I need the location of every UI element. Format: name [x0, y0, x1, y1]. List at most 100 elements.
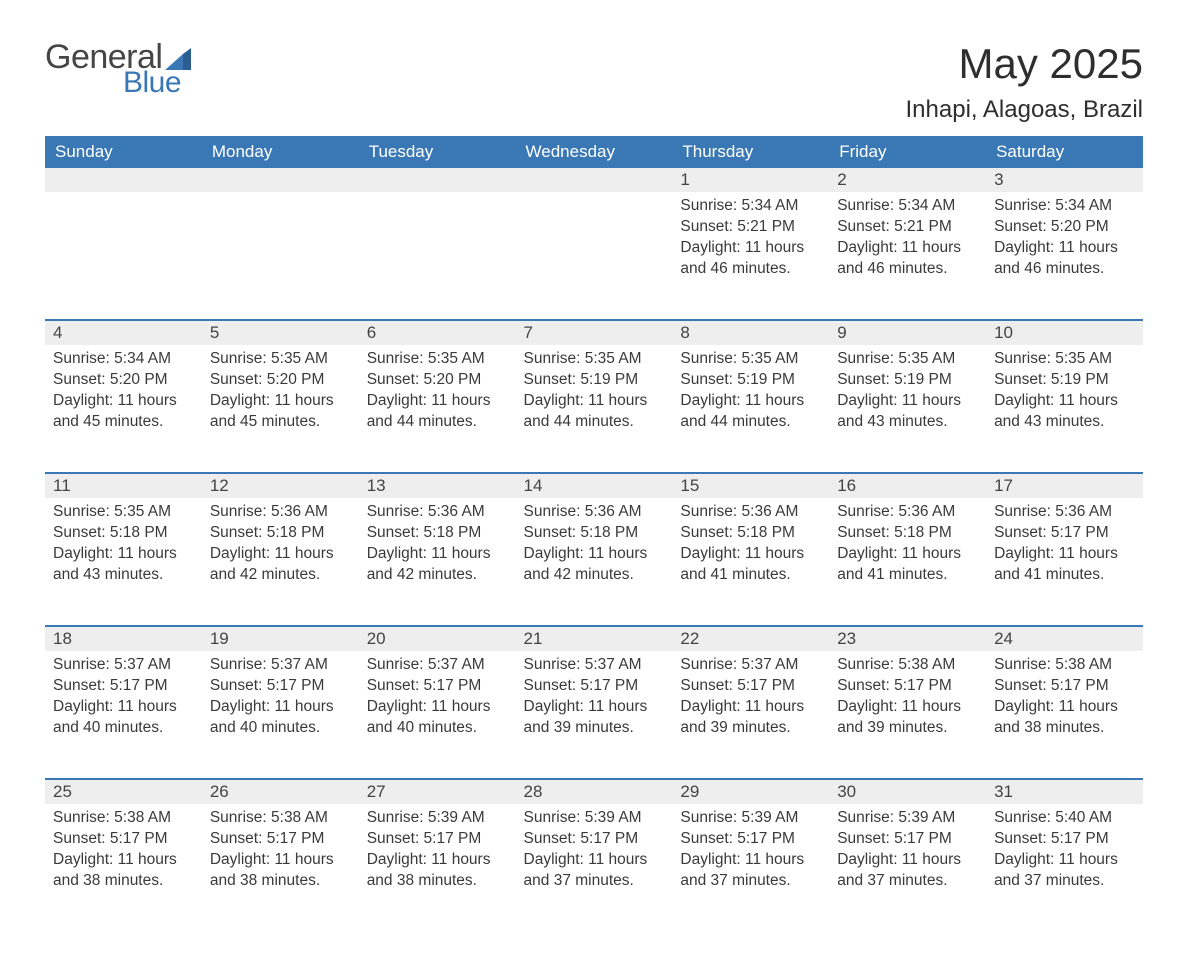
day-number: 20: [359, 626, 516, 651]
day-cell: Sunrise: 5:35 AMSunset: 5:19 PMDaylight:…: [986, 345, 1143, 473]
sunset-text: Sunset: 5:20 PM: [53, 370, 194, 391]
content-row: Sunrise: 5:35 AMSunset: 5:18 PMDaylight:…: [45, 498, 1143, 626]
sunset-text: Sunset: 5:21 PM: [680, 217, 821, 238]
daylight-text-2: and 41 minutes.: [837, 565, 978, 586]
day-cell: Sunrise: 5:34 AMSunset: 5:20 PMDaylight:…: [986, 192, 1143, 320]
day-cell: Sunrise: 5:39 AMSunset: 5:17 PMDaylight:…: [516, 804, 673, 932]
day-cell: Sunrise: 5:35 AMSunset: 5:19 PMDaylight:…: [516, 345, 673, 473]
daylight-text-1: Daylight: 11 hours: [367, 697, 508, 718]
daylight-text-1: Daylight: 11 hours: [367, 391, 508, 412]
sunrise-text: Sunrise: 5:39 AM: [367, 808, 508, 829]
day-cell: Sunrise: 5:38 AMSunset: 5:17 PMDaylight:…: [202, 804, 359, 932]
daynum-row: 18192021222324: [45, 626, 1143, 651]
day-cell: Sunrise: 5:37 AMSunset: 5:17 PMDaylight:…: [359, 651, 516, 779]
day-cell: Sunrise: 5:34 AMSunset: 5:21 PMDaylight:…: [829, 192, 986, 320]
daylight-text-1: Daylight: 11 hours: [994, 391, 1135, 412]
sunrise-text: Sunrise: 5:35 AM: [367, 349, 508, 370]
logo-text-blue: Blue: [123, 68, 191, 98]
daylight-text-1: Daylight: 11 hours: [994, 238, 1135, 259]
sunrise-text: Sunrise: 5:34 AM: [680, 196, 821, 217]
daylight-text-1: Daylight: 11 hours: [367, 850, 508, 871]
sunrise-text: Sunrise: 5:36 AM: [367, 502, 508, 523]
sunset-text: Sunset: 5:17 PM: [680, 676, 821, 697]
empty-cell: [45, 168, 202, 192]
day-number: 11: [45, 473, 202, 498]
sunrise-text: Sunrise: 5:34 AM: [837, 196, 978, 217]
sunset-text: Sunset: 5:17 PM: [994, 523, 1135, 544]
weekday-header-row: SundayMondayTuesdayWednesdayThursdayFrid…: [45, 136, 1143, 168]
logo-shape-icon: [165, 48, 191, 70]
day-number: 2: [829, 168, 986, 192]
day-cell: Sunrise: 5:38 AMSunset: 5:17 PMDaylight:…: [829, 651, 986, 779]
daylight-text-2: and 41 minutes.: [994, 565, 1135, 586]
day-cell: Sunrise: 5:36 AMSunset: 5:18 PMDaylight:…: [829, 498, 986, 626]
day-cell: Sunrise: 5:39 AMSunset: 5:17 PMDaylight:…: [359, 804, 516, 932]
sunset-text: Sunset: 5:17 PM: [524, 676, 665, 697]
sunrise-text: Sunrise: 5:39 AM: [524, 808, 665, 829]
daylight-text-1: Daylight: 11 hours: [994, 850, 1135, 871]
empty-cell: [359, 192, 516, 320]
daylight-text-1: Daylight: 11 hours: [680, 544, 821, 565]
day-number: 13: [359, 473, 516, 498]
daylight-text-2: and 43 minutes.: [837, 412, 978, 433]
sunset-text: Sunset: 5:17 PM: [994, 829, 1135, 850]
sunset-text: Sunset: 5:17 PM: [367, 676, 508, 697]
day-cell: Sunrise: 5:34 AMSunset: 5:21 PMDaylight:…: [672, 192, 829, 320]
sunset-text: Sunset: 5:17 PM: [837, 829, 978, 850]
daylight-text-1: Daylight: 11 hours: [837, 850, 978, 871]
daylight-text-1: Daylight: 11 hours: [53, 544, 194, 565]
daylight-text-1: Daylight: 11 hours: [680, 391, 821, 412]
daylight-text-2: and 37 minutes.: [837, 871, 978, 892]
empty-cell: [359, 168, 516, 192]
sunrise-text: Sunrise: 5:36 AM: [210, 502, 351, 523]
sunset-text: Sunset: 5:17 PM: [367, 829, 508, 850]
daylight-text-1: Daylight: 11 hours: [53, 391, 194, 412]
title-block: May 2025 Inhapi, Alagoas, Brazil: [906, 40, 1143, 124]
daylight-text-2: and 42 minutes.: [367, 565, 508, 586]
weekday-header: Wednesday: [516, 136, 673, 168]
day-number: 17: [986, 473, 1143, 498]
daylight-text-1: Daylight: 11 hours: [994, 697, 1135, 718]
daylight-text-2: and 46 minutes.: [837, 259, 978, 280]
day-cell: Sunrise: 5:36 AMSunset: 5:18 PMDaylight:…: [202, 498, 359, 626]
content-row: Sunrise: 5:34 AMSunset: 5:20 PMDaylight:…: [45, 345, 1143, 473]
empty-cell: [516, 168, 673, 192]
sunset-text: Sunset: 5:17 PM: [680, 829, 821, 850]
daylight-text-1: Daylight: 11 hours: [994, 544, 1135, 565]
empty-cell: [45, 192, 202, 320]
daylight-text-1: Daylight: 11 hours: [837, 697, 978, 718]
sunrise-text: Sunrise: 5:37 AM: [210, 655, 351, 676]
sunrise-text: Sunrise: 5:35 AM: [210, 349, 351, 370]
daylight-text-2: and 39 minutes.: [524, 718, 665, 739]
sunrise-text: Sunrise: 5:36 AM: [680, 502, 821, 523]
daylight-text-2: and 38 minutes.: [367, 871, 508, 892]
daylight-text-2: and 42 minutes.: [524, 565, 665, 586]
day-number: 29: [672, 779, 829, 804]
daylight-text-2: and 43 minutes.: [994, 412, 1135, 433]
weekday-header: Saturday: [986, 136, 1143, 168]
day-number: 9: [829, 320, 986, 345]
day-cell: Sunrise: 5:34 AMSunset: 5:20 PMDaylight:…: [45, 345, 202, 473]
day-number: 3: [986, 168, 1143, 192]
sunrise-text: Sunrise: 5:38 AM: [837, 655, 978, 676]
daynum-row: 45678910: [45, 320, 1143, 345]
sunrise-text: Sunrise: 5:40 AM: [994, 808, 1135, 829]
sunrise-text: Sunrise: 5:37 AM: [524, 655, 665, 676]
daynum-row: 11121314151617: [45, 473, 1143, 498]
sunset-text: Sunset: 5:17 PM: [837, 676, 978, 697]
sunset-text: Sunset: 5:17 PM: [994, 676, 1135, 697]
weekday-header: Tuesday: [359, 136, 516, 168]
day-number: 7: [516, 320, 673, 345]
sunset-text: Sunset: 5:18 PM: [837, 523, 978, 544]
month-title: May 2025: [906, 40, 1143, 88]
day-number: 26: [202, 779, 359, 804]
sunset-text: Sunset: 5:19 PM: [680, 370, 821, 391]
daylight-text-2: and 41 minutes.: [680, 565, 821, 586]
calendar-table: SundayMondayTuesdayWednesdayThursdayFrid…: [45, 136, 1143, 932]
daylight-text-1: Daylight: 11 hours: [837, 391, 978, 412]
day-cell: Sunrise: 5:38 AMSunset: 5:17 PMDaylight:…: [986, 651, 1143, 779]
sunset-text: Sunset: 5:20 PM: [994, 217, 1135, 238]
daylight-text-2: and 44 minutes.: [680, 412, 821, 433]
daylight-text-1: Daylight: 11 hours: [837, 544, 978, 565]
daylight-text-2: and 37 minutes.: [524, 871, 665, 892]
